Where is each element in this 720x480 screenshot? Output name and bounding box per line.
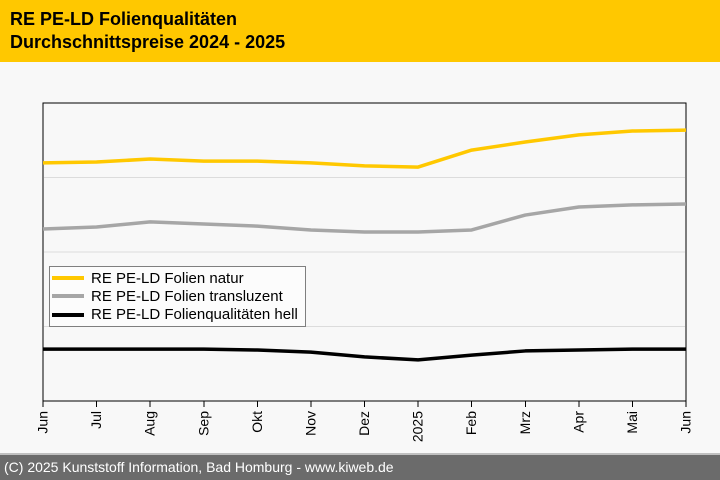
x-axis-label: Sep — [195, 411, 211, 436]
x-axis-label: Feb — [463, 411, 479, 435]
series-line-1 — [42, 128, 687, 169]
legend-label-transluzent: RE PE-LD Folien transluzent — [91, 287, 283, 305]
x-axis-label: Okt — [249, 411, 265, 433]
x-axis-label: Dez — [356, 411, 372, 436]
chart-title-line1: RE PE-LD Folienqualitäten — [10, 9, 238, 29]
x-axis-label: Aug — [142, 411, 158, 436]
series-line-3 — [43, 347, 686, 362]
x-axis-label: 2025 — [410, 411, 426, 442]
x-axis-label: Jul — [88, 411, 104, 429]
legend-line-swatch-hell — [52, 312, 84, 317]
title-bar: RE PE-LD Folienqualitäten Durchschnittsp… — [0, 0, 720, 62]
chart-legend: RE PE-LD Folien natur RE PE-LD Folien tr… — [49, 266, 306, 327]
legend-line-swatch-natur — [52, 276, 84, 281]
x-axis-label: Nov — [302, 411, 318, 436]
legend-item-hell: RE PE-LD Folienqualitäten hell — [50, 306, 305, 324]
x-axis-label: Jun — [35, 411, 51, 434]
chart-title-line2: Durchschnittspreise 2024 - 2025 — [10, 32, 286, 52]
x-axis-label: Mai — [624, 411, 640, 434]
legend-item-transluzent: RE PE-LD Folien transluzent — [50, 287, 305, 305]
footer-bar: (C) 2025 Kunststoff Information, Bad Hom… — [0, 453, 720, 480]
legend-line-swatch-transluzent — [52, 294, 84, 299]
copyright-text: (C) 2025 Kunststoff Information, Bad Hom… — [4, 459, 394, 475]
x-axis-label: Apr — [570, 411, 586, 433]
legend-item-natur: RE PE-LD Folien natur — [50, 269, 305, 287]
price-line-chart: Jun Jul Aug Sep Okt Nov Dez 2025 Feb Mrz Apr Mai Jun — [35, 102, 694, 442]
legend-label-natur: RE PE-LD Folien natur — [91, 269, 244, 287]
series-line-2 — [42, 202, 687, 234]
chart-region: Jun Jul Aug Sep Okt Nov Dez 2025 Feb Mrz Apr Mai Jun… — [0, 62, 720, 453]
x-axis-label: Mrz — [517, 411, 533, 434]
legend-label-hell: RE PE-LD Folienqualitäten hell — [91, 306, 298, 324]
x-axis-label: Jun — [678, 411, 694, 434]
